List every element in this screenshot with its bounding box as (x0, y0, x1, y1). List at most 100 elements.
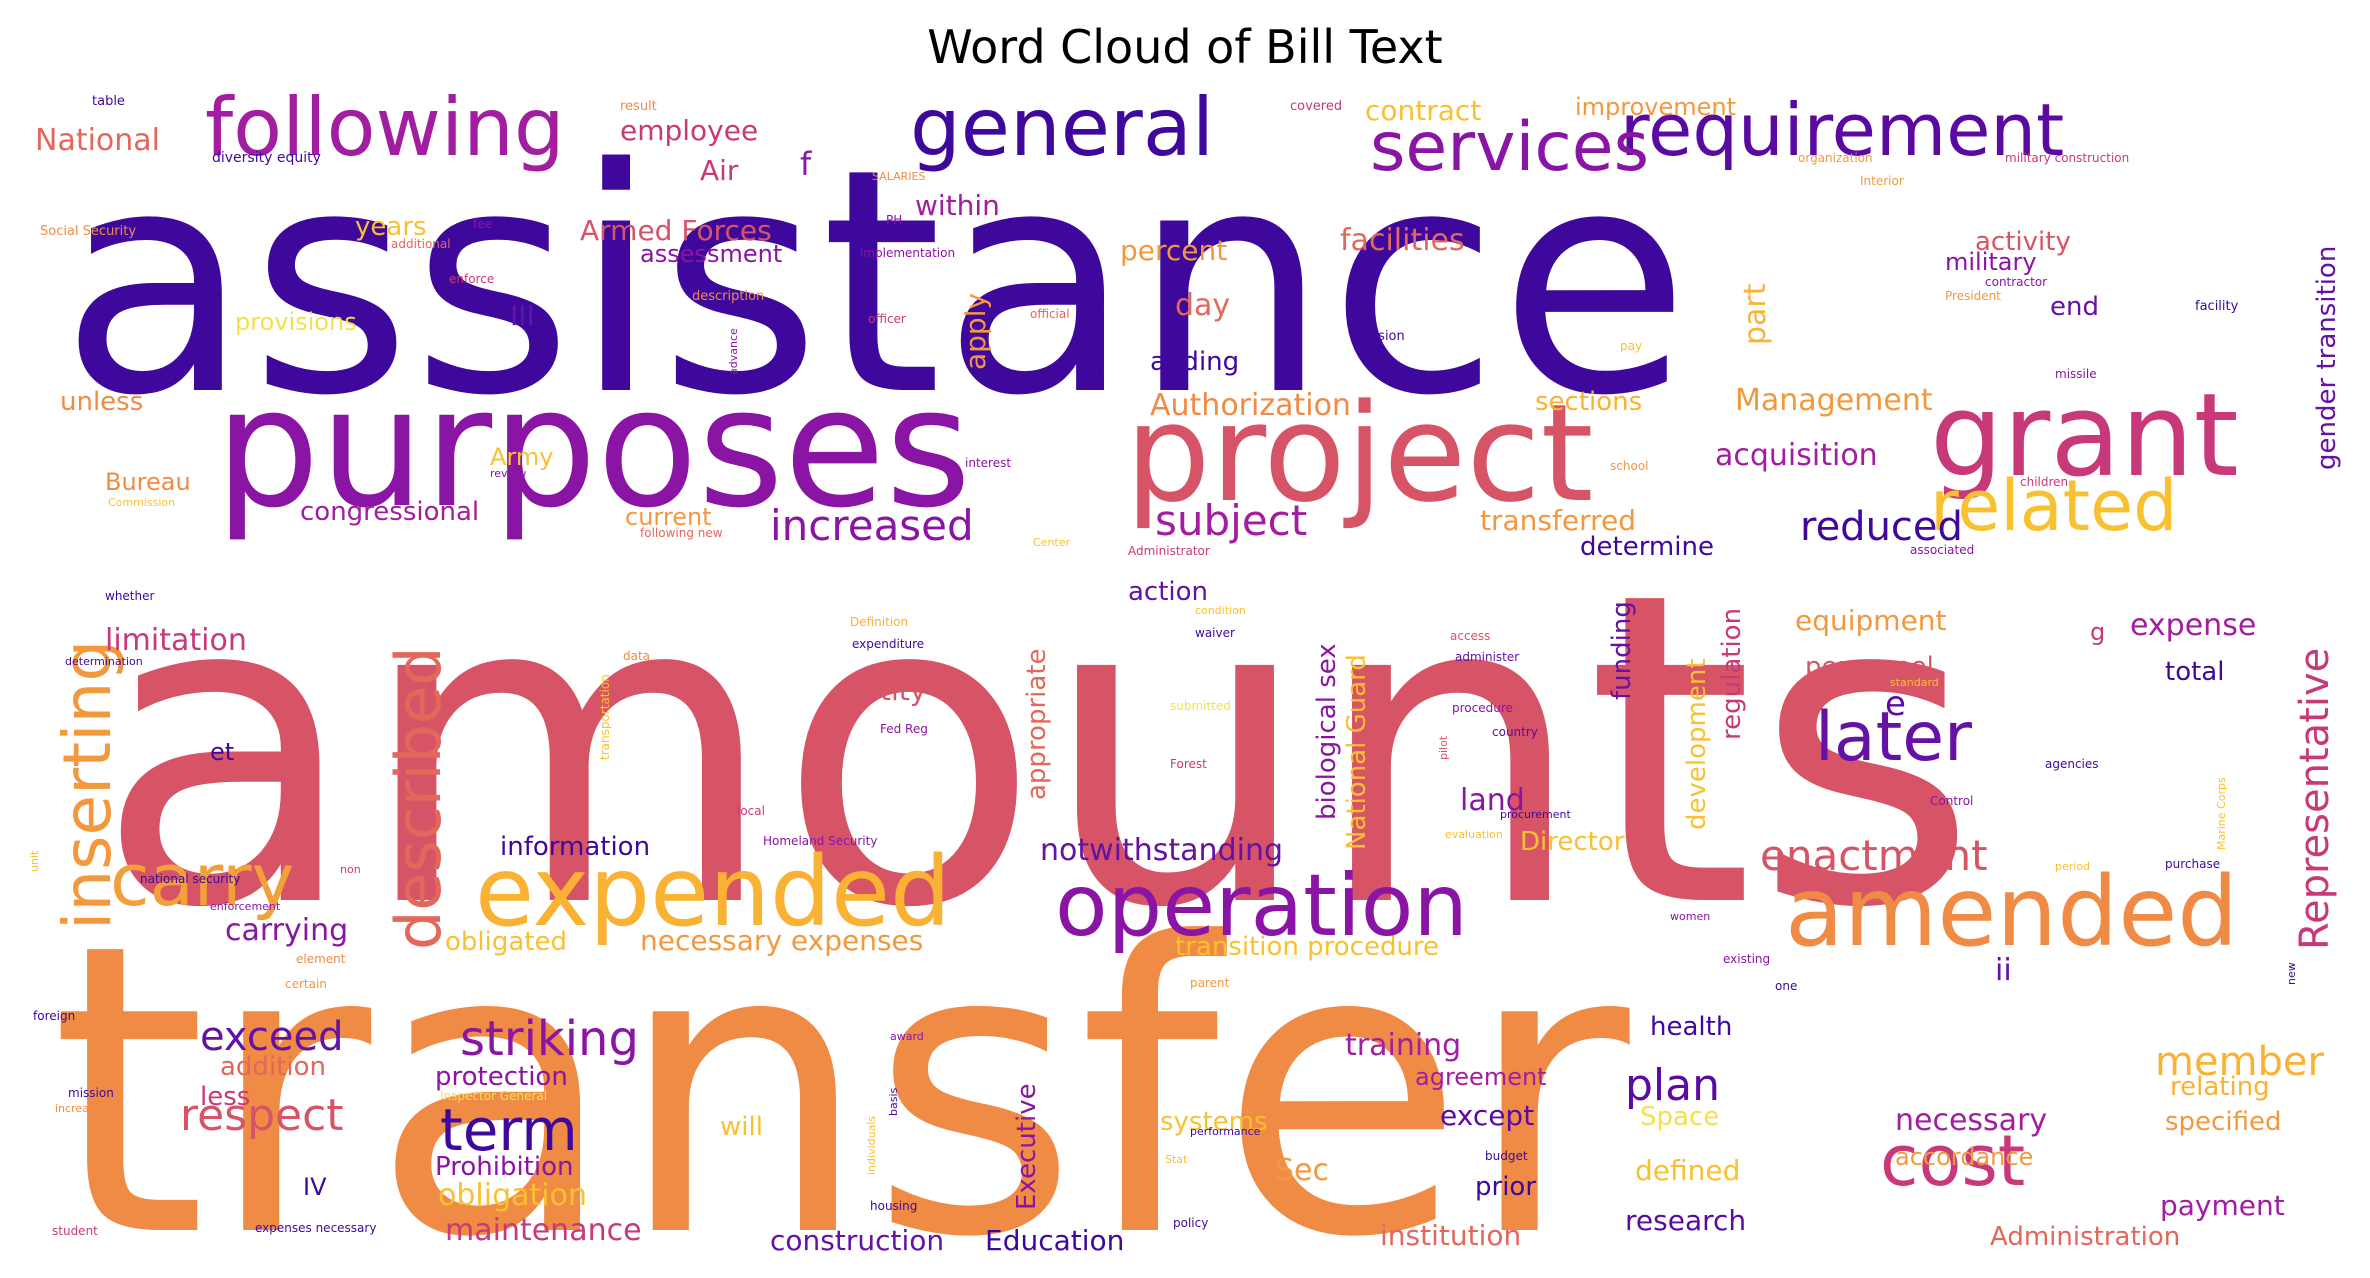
word-award: award (890, 1030, 924, 1043)
word-determine: determine (1580, 532, 1714, 562)
word-regulation: regulation (1717, 608, 1747, 740)
word-space: Space (1640, 1102, 1719, 1132)
word-following: following (205, 81, 565, 174)
word-description: description (692, 289, 764, 304)
word-parent: parent (1190, 976, 1230, 990)
word-military-construction: military construction (2005, 151, 2129, 165)
word-apply: apply (959, 293, 992, 370)
word-diversity-equity: diversity equity (212, 150, 321, 166)
word-relating: relating (2170, 1072, 2270, 1102)
word-expended: expended (475, 836, 951, 948)
word-member: member (2155, 1039, 2325, 1085)
word-f: f (800, 145, 812, 183)
word-access: access (1450, 629, 1490, 643)
word-striking: striking (460, 1011, 639, 1067)
word-budget: budget (1485, 1149, 1528, 1163)
word-exceed: exceed (200, 1014, 343, 1060)
word-new: new (2285, 962, 2298, 985)
word-reduced: reduced (1800, 504, 1963, 550)
word-women: women (1670, 910, 1710, 923)
word-institution: institution (1380, 1219, 1521, 1252)
word-total: total (2165, 657, 2224, 687)
word-country: country (1492, 725, 1538, 739)
word-management: Management (1735, 383, 1933, 418)
word-biological-sex: biological sex (1312, 643, 1342, 820)
word-accordance: accordance (1895, 1143, 2033, 1171)
word-protection: protection (435, 1062, 568, 1092)
word-transition-procedure: transition procedure (1175, 932, 1439, 962)
word-agencies: agencies (2045, 757, 2099, 771)
word-administrator: Administrator (1128, 544, 1210, 558)
word-organization: organization (1798, 151, 1873, 165)
word-agreement: agreement (1415, 1063, 1547, 1091)
word-inserting: inserting (49, 640, 126, 930)
word-iii: III (510, 299, 535, 332)
word-information: information (500, 832, 650, 862)
word-carry: carry (110, 838, 294, 922)
word-years: years (355, 212, 427, 242)
word-homeland-security: Homeland Security (763, 834, 877, 848)
word-non: non (340, 863, 361, 876)
word-air: Air (700, 154, 739, 187)
word-plan: plan (1625, 1060, 1720, 1111)
word-defined: defined (1635, 1154, 1740, 1187)
word-ii: ii (1995, 953, 2012, 988)
word-specified: specified (2165, 1107, 2281, 1137)
word-less: less (200, 1082, 250, 1112)
word-division: division (1355, 329, 1405, 344)
word-increase: increase (55, 1102, 102, 1115)
word-general: general (910, 81, 1214, 174)
word-unit: unit (28, 850, 41, 872)
word-representative: Representative (2292, 648, 2338, 950)
word-review: review (490, 467, 526, 480)
word-covered: covered (1290, 99, 1342, 114)
word-day: day (1175, 288, 1230, 323)
word-research: research (1625, 1204, 1746, 1237)
word-respect: respect (180, 1090, 344, 1141)
word-submitted: submitted (1170, 699, 1231, 713)
word-marine-corps: Marine Corps (2215, 777, 2228, 850)
word-payment: payment (2160, 1189, 2285, 1222)
word-obligation: obligation (438, 1178, 587, 1213)
word-within: within (915, 189, 1000, 222)
word-following-new: following new (640, 526, 723, 540)
word-assistance: assistance (60, 103, 1690, 464)
word-equipment: equipment (1795, 604, 1947, 637)
word-amended: amended (1785, 856, 2238, 968)
word-missile: missile (2055, 367, 2097, 381)
word-performance: performance (1190, 1125, 1261, 1138)
word-local: local (737, 804, 765, 818)
word-standard: standard (1890, 676, 1939, 689)
word-facility: facility (2195, 299, 2239, 314)
word-policy: policy (1173, 1216, 1208, 1230)
word-requirement: requirement (1620, 88, 2064, 172)
word-interior: Interior (1860, 174, 1904, 188)
word-data: data (623, 649, 650, 663)
word-action: action (1128, 577, 1208, 607)
word-improvement: improvement (1575, 93, 1736, 121)
word-activity: activity (1975, 227, 2071, 257)
word-contractor: contractor (1985, 275, 2047, 289)
word-authorization: Authorization (1150, 388, 1351, 423)
word-evaluation: evaluation (1445, 828, 1503, 841)
word-sec: Sec (1275, 1153, 1329, 1188)
word-facilities: facilities (1340, 223, 1465, 258)
word-grant: grant (1930, 369, 2239, 503)
word-bureau: Bureau (105, 468, 191, 496)
word-interest: interest (965, 456, 1011, 470)
word-individuals: individuals (865, 1116, 878, 1175)
word-whether: whether (105, 589, 154, 603)
word-entity: entity (845, 674, 926, 707)
word-expense: expense (2130, 608, 2256, 643)
word-sections: sections (1535, 387, 1642, 417)
word-project: project (1125, 375, 1594, 532)
word-g: g (2090, 618, 2105, 646)
word-ph: PH (886, 213, 902, 227)
word-children: children (2020, 475, 2068, 489)
word-except: except (1440, 1099, 1534, 1132)
word-social-security: Social Security (40, 224, 136, 239)
word-commission: Commission (108, 496, 175, 509)
word-increased: increased (770, 501, 974, 550)
word-later: later (1815, 698, 1972, 777)
word-health: health (1650, 1012, 1732, 1042)
